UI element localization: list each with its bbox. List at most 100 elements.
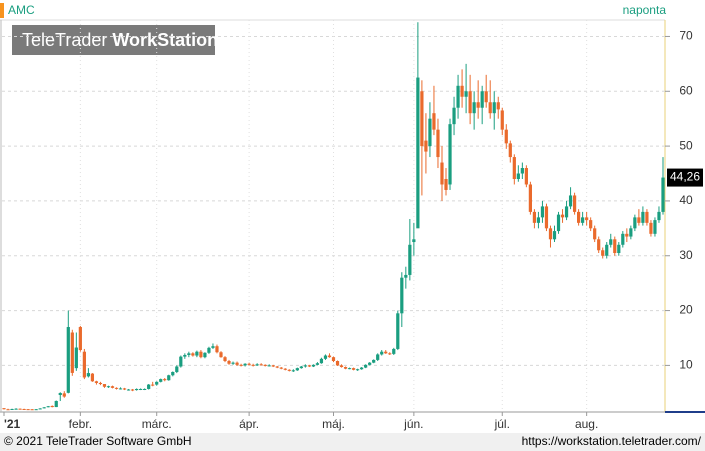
- candle-body: [484, 91, 488, 103]
- candle-body: [143, 388, 147, 390]
- watermark-box: [12, 25, 215, 55]
- candle-body: [26, 409, 30, 411]
- candle-body: [130, 389, 135, 391]
- candle-body: [187, 353, 191, 355]
- candle-body: [267, 365, 271, 367]
- candle-body: [155, 381, 159, 385]
- candle-body: [203, 352, 207, 358]
- candle-body: [38, 408, 42, 410]
- candle-body: [532, 211, 537, 223]
- last-price-label: 44,26: [670, 170, 700, 184]
- candle-body: [299, 366, 303, 369]
- candle-body: [335, 361, 340, 366]
- candle-body: [86, 373, 90, 377]
- y-tick-label: 20: [679, 303, 693, 317]
- candle-body: [163, 379, 167, 381]
- candle-body: [343, 367, 348, 369]
- candle-body: [512, 157, 516, 179]
- candle-body: [436, 129, 440, 158]
- candle-body: [135, 388, 139, 391]
- candle-body: [572, 195, 577, 212]
- candle-body: [98, 382, 103, 385]
- candle-body: [593, 228, 597, 240]
- candle-body: [424, 140, 428, 152]
- candle-body: [303, 365, 307, 367]
- candle-body: [460, 85, 464, 97]
- candle-body: [327, 355, 332, 358]
- candle-body: [564, 206, 569, 218]
- candle-body: [536, 217, 541, 223]
- candle-body: [392, 348, 396, 354]
- candle-body: [629, 228, 633, 237]
- candle-body: [601, 250, 605, 256]
- candle-body: [347, 368, 352, 370]
- candle-body: [122, 388, 127, 390]
- candle-body: [428, 118, 432, 147]
- candle-body: [625, 233, 629, 237]
- candle-body: [255, 364, 259, 366]
- symbol-marker: [0, 3, 4, 18]
- candle-body: [295, 368, 299, 371]
- candle-body: [311, 364, 316, 367]
- candle-body: [589, 220, 593, 229]
- candle-body: [404, 274, 408, 278]
- candle-body: [488, 102, 492, 114]
- candle-body: [118, 388, 123, 390]
- candle-body: [412, 239, 416, 243]
- candle-body: [2, 408, 6, 410]
- candle-body: [263, 364, 267, 366]
- x-tick-label: ápr.: [239, 417, 259, 431]
- candle-body: [472, 102, 476, 114]
- candle-body: [637, 217, 641, 223]
- candle-body: [560, 214, 565, 218]
- y-tick-label: 10: [679, 358, 693, 372]
- candle-body: [279, 367, 283, 369]
- candle-body: [496, 102, 500, 110]
- candle-body: [211, 346, 215, 348]
- candle-body: [641, 211, 645, 223]
- candle-body: [516, 173, 520, 179]
- candle-body: [239, 364, 243, 366]
- candle-body: [432, 113, 436, 130]
- candle-body: [30, 409, 34, 411]
- candle-body: [291, 370, 295, 372]
- candle-body: [151, 384, 155, 386]
- watermark: TeleTrader WorkStation: [22, 30, 218, 50]
- candle-body: [34, 409, 38, 411]
- candle-body: [102, 384, 107, 387]
- candle-body: [62, 393, 66, 397]
- candle-body: [66, 327, 70, 393]
- candle-body: [191, 353, 195, 356]
- url[interactable]: https://workstation.teletrader.com/: [522, 434, 702, 448]
- x-tick-label: jún.: [403, 417, 423, 431]
- x-tick-label: aug.: [575, 417, 598, 431]
- candle-body: [247, 363, 251, 365]
- candle-body: [215, 346, 219, 353]
- candle-body: [82, 351, 86, 378]
- footer-band: [0, 433, 705, 451]
- candle-body: [275, 366, 279, 368]
- candle-body: [235, 362, 239, 365]
- candle-body: [372, 359, 376, 363]
- candle-body: [585, 217, 589, 221]
- candle-body: [500, 110, 504, 130]
- candle-body: [388, 353, 392, 355]
- candle-body: [54, 400, 58, 408]
- candle-body: [556, 214, 561, 232]
- candle-body: [94, 381, 99, 383]
- candle-body: [323, 355, 328, 359]
- watermark-brand: TeleTrader: [22, 30, 107, 50]
- candle-body: [283, 368, 287, 370]
- candle-body: [548, 228, 553, 240]
- candle-body: [139, 388, 143, 390]
- candle-body: [147, 384, 151, 389]
- candle-body: [106, 386, 111, 388]
- candle-body: [396, 313, 400, 349]
- copyright: © 2021 TeleTrader Software GmbH: [4, 434, 192, 448]
- candle-body: [605, 244, 609, 256]
- last-price-box: [667, 168, 703, 187]
- candle-body: [384, 351, 388, 354]
- candle-body: [476, 102, 480, 108]
- candle-body: [223, 357, 227, 362]
- candle-body: [251, 364, 255, 366]
